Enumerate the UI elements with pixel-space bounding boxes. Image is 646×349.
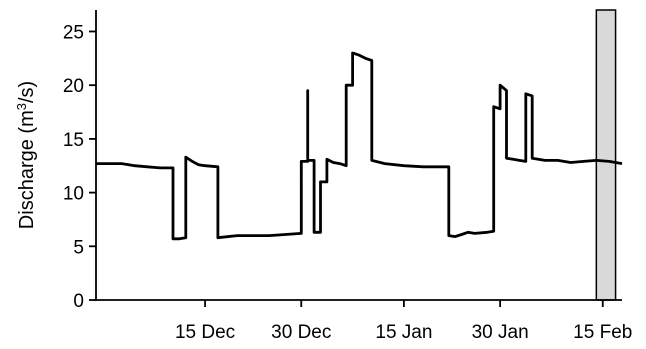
y-axis-title: Discharge (m3/s) [14,81,38,229]
y-tick-label: 0 [73,291,84,312]
x-tick-label: 30 Jan [472,322,529,343]
shaded-interval [595,9,617,301]
y-tick-label: 15 [63,130,84,151]
y-tick-label: 25 [63,22,84,43]
x-tick-label: 30 Dec [271,322,331,343]
x-tick-label: 15 Dec [175,322,235,343]
y-tick-label: 10 [63,184,84,205]
x-axis: 15 Dec 30 Dec 15 Jan 30 Jan 15 Feb [95,299,632,343]
y-tick-label: 20 [63,76,84,97]
discharge-series-line [96,51,623,241]
x-tick-label: 15 Jan [375,322,432,343]
y-tick-label: 5 [73,237,84,258]
x-tick-label: 15 Feb [573,322,632,343]
y-axis: 0 5 10 15 20 25 [63,10,97,312]
